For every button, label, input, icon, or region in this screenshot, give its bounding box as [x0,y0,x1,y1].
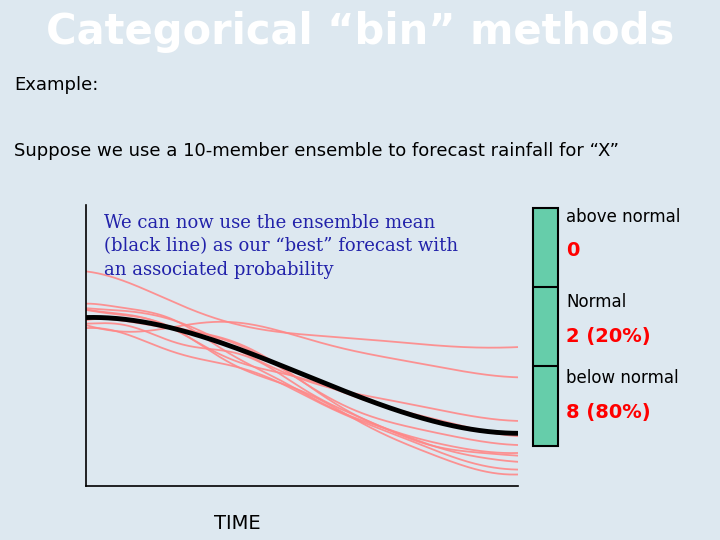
Text: 2 (20%): 2 (20%) [567,327,651,346]
Text: Suppose we use a 10-member ensemble to forecast rainfall for “X”: Suppose we use a 10-member ensemble to f… [14,142,619,160]
Text: Example:: Example: [14,76,99,94]
Text: Categorical “bin” methods: Categorical “bin” methods [46,11,674,53]
Text: 0: 0 [567,241,580,260]
Text: Normal: Normal [567,293,626,312]
Text: above normal: above normal [567,208,680,226]
Text: We can now use the ensemble mean
(black line) as our “best” forecast with
an ass: We can now use the ensemble mean (black … [104,214,458,279]
Text: TIME: TIME [215,514,261,533]
Text: below normal: below normal [567,369,679,388]
Text: 8 (80%): 8 (80%) [567,403,651,422]
